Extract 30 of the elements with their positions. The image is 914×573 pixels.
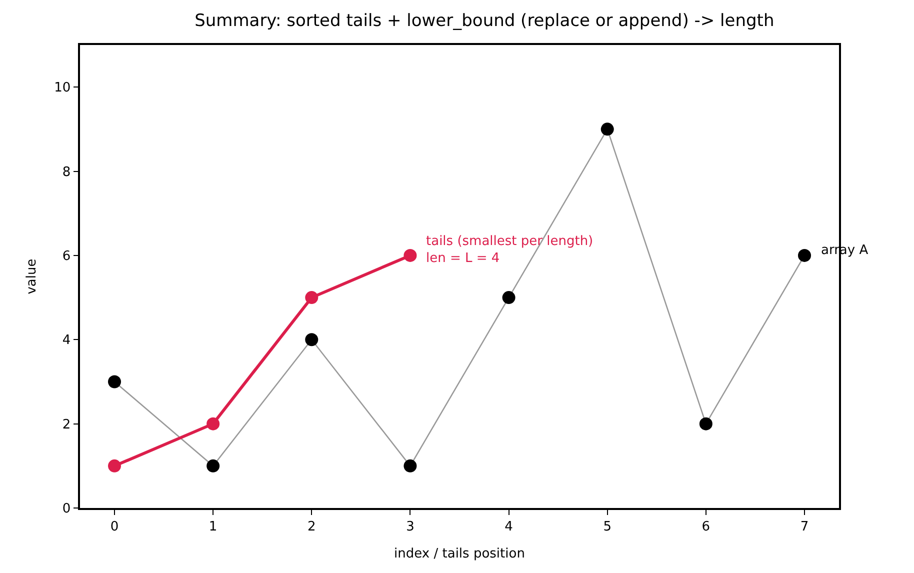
point xyxy=(404,248,417,262)
point xyxy=(502,291,516,304)
y-tick-label: 10 xyxy=(54,80,71,96)
y-tick-label: 4 xyxy=(62,333,71,348)
chart-title: Summary: sorted tails + lower_bound (replace or append) -> length xyxy=(194,11,774,32)
x-tick-label: 0 xyxy=(110,519,119,534)
x-tick-label: 7 xyxy=(800,519,809,534)
y-tick-label: 0 xyxy=(62,502,71,517)
annotation: tails (smallest per length) len = L = 4 xyxy=(426,234,594,266)
point xyxy=(798,248,811,262)
x-tick-label: 5 xyxy=(603,519,612,534)
x-tick-label: 6 xyxy=(702,519,710,534)
y-tick-label: 2 xyxy=(62,417,71,432)
y-axis-title: value xyxy=(24,258,40,294)
point xyxy=(404,459,417,472)
point xyxy=(108,375,121,388)
point xyxy=(108,459,121,472)
x-tick-label: 4 xyxy=(504,519,513,534)
y-tick-label: 8 xyxy=(62,164,71,180)
y-tick-label: 6 xyxy=(62,249,71,264)
point xyxy=(305,333,318,346)
x-tick-label: 2 xyxy=(308,519,316,534)
point xyxy=(699,417,712,430)
x-axis-title: index / tails position xyxy=(394,546,525,562)
point xyxy=(600,122,614,136)
point xyxy=(305,291,318,304)
point xyxy=(206,459,220,472)
point xyxy=(206,417,220,430)
x-tick-label: 1 xyxy=(208,519,218,534)
x-tick-label: 3 xyxy=(406,519,414,534)
